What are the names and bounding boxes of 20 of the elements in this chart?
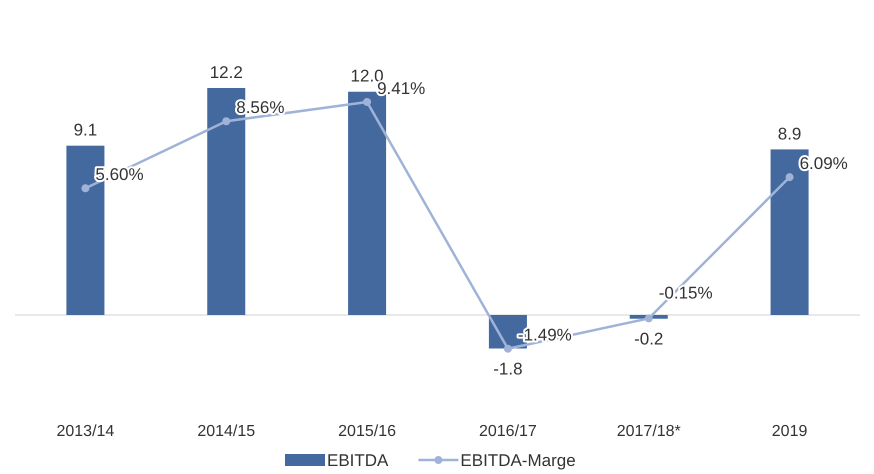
point [504, 344, 512, 353]
legend-label: EBITDA [327, 451, 390, 470]
data-label: 8.9 [778, 124, 802, 144]
x-tick-label: 2019 [772, 423, 808, 440]
x-tick-label: 2013/14 [56, 423, 114, 440]
x-tick-label: 2016/17 [478, 423, 537, 440]
x-tick-label: 2014/15 [197, 423, 256, 440]
data-label: -0.15% [658, 283, 713, 302]
point [786, 173, 794, 182]
point [363, 98, 372, 106]
point [644, 314, 653, 322]
data-label: 12.2 [210, 63, 243, 82]
legend-label: EBITDA-Marge [460, 451, 576, 470]
point [81, 184, 90, 192]
x-tick-label: 2015/16 [338, 423, 396, 440]
data-label: -1.8 [493, 359, 523, 378]
x-tick-label: 2017/18* [616, 423, 681, 440]
data-label: 9.1 [74, 120, 98, 140]
data-label: -0.2 [634, 330, 664, 349]
point [222, 117, 230, 126]
